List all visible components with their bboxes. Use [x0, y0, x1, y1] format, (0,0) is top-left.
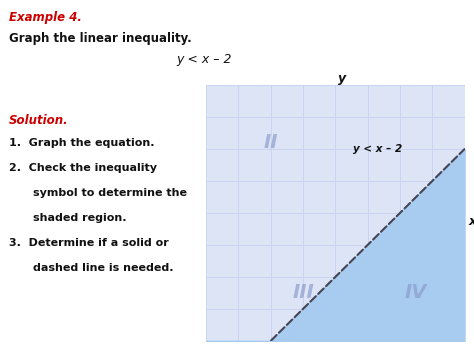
Text: dashed line is needed.: dashed line is needed. [33, 263, 173, 273]
Text: III: III [292, 283, 314, 302]
Text: Graph the linear inequality.: Graph the linear inequality. [9, 32, 192, 45]
Text: y: y [338, 72, 346, 85]
Text: y < x – 2: y < x – 2 [353, 144, 402, 154]
Text: 2.  Check the inequality: 2. Check the inequality [9, 163, 157, 173]
Text: II: II [264, 133, 278, 152]
Text: shaded region.: shaded region. [33, 213, 126, 223]
Text: Solution.: Solution. [9, 114, 69, 127]
Text: IV: IV [405, 283, 427, 302]
Text: symbol to determine the: symbol to determine the [33, 188, 186, 198]
Text: x: x [468, 215, 474, 229]
Text: y < x – 2: y < x – 2 [176, 53, 232, 66]
Text: 1.  Graph the equation.: 1. Graph the equation. [9, 138, 155, 148]
Text: 3.  Determine if a solid or: 3. Determine if a solid or [9, 238, 169, 248]
Text: Example 4.: Example 4. [9, 11, 82, 24]
